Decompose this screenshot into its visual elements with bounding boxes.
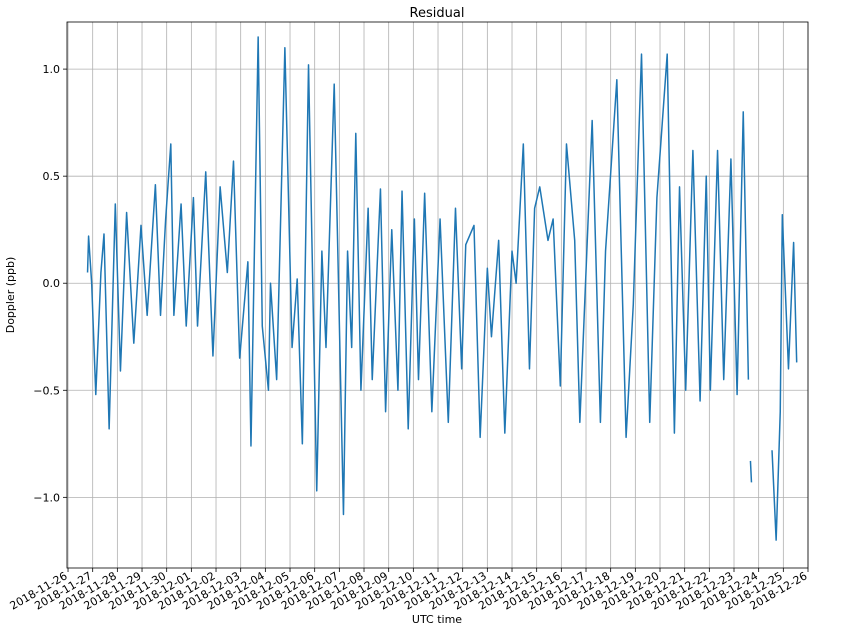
chart-title: Residual: [410, 6, 465, 21]
x-axis-label: UTC time: [412, 613, 462, 626]
y-tick-label: 1.0: [43, 63, 61, 76]
y-tick-label: −0.5: [33, 384, 60, 397]
y-tick-label: 0.0: [43, 277, 61, 290]
y-axis-label: Doppler (ppb): [4, 257, 17, 334]
y-tick-label: 0.5: [43, 170, 61, 183]
y-tick-label: −1.0: [33, 491, 60, 504]
data-line: [86, 36, 798, 541]
plot-frame: [66, 21, 809, 569]
